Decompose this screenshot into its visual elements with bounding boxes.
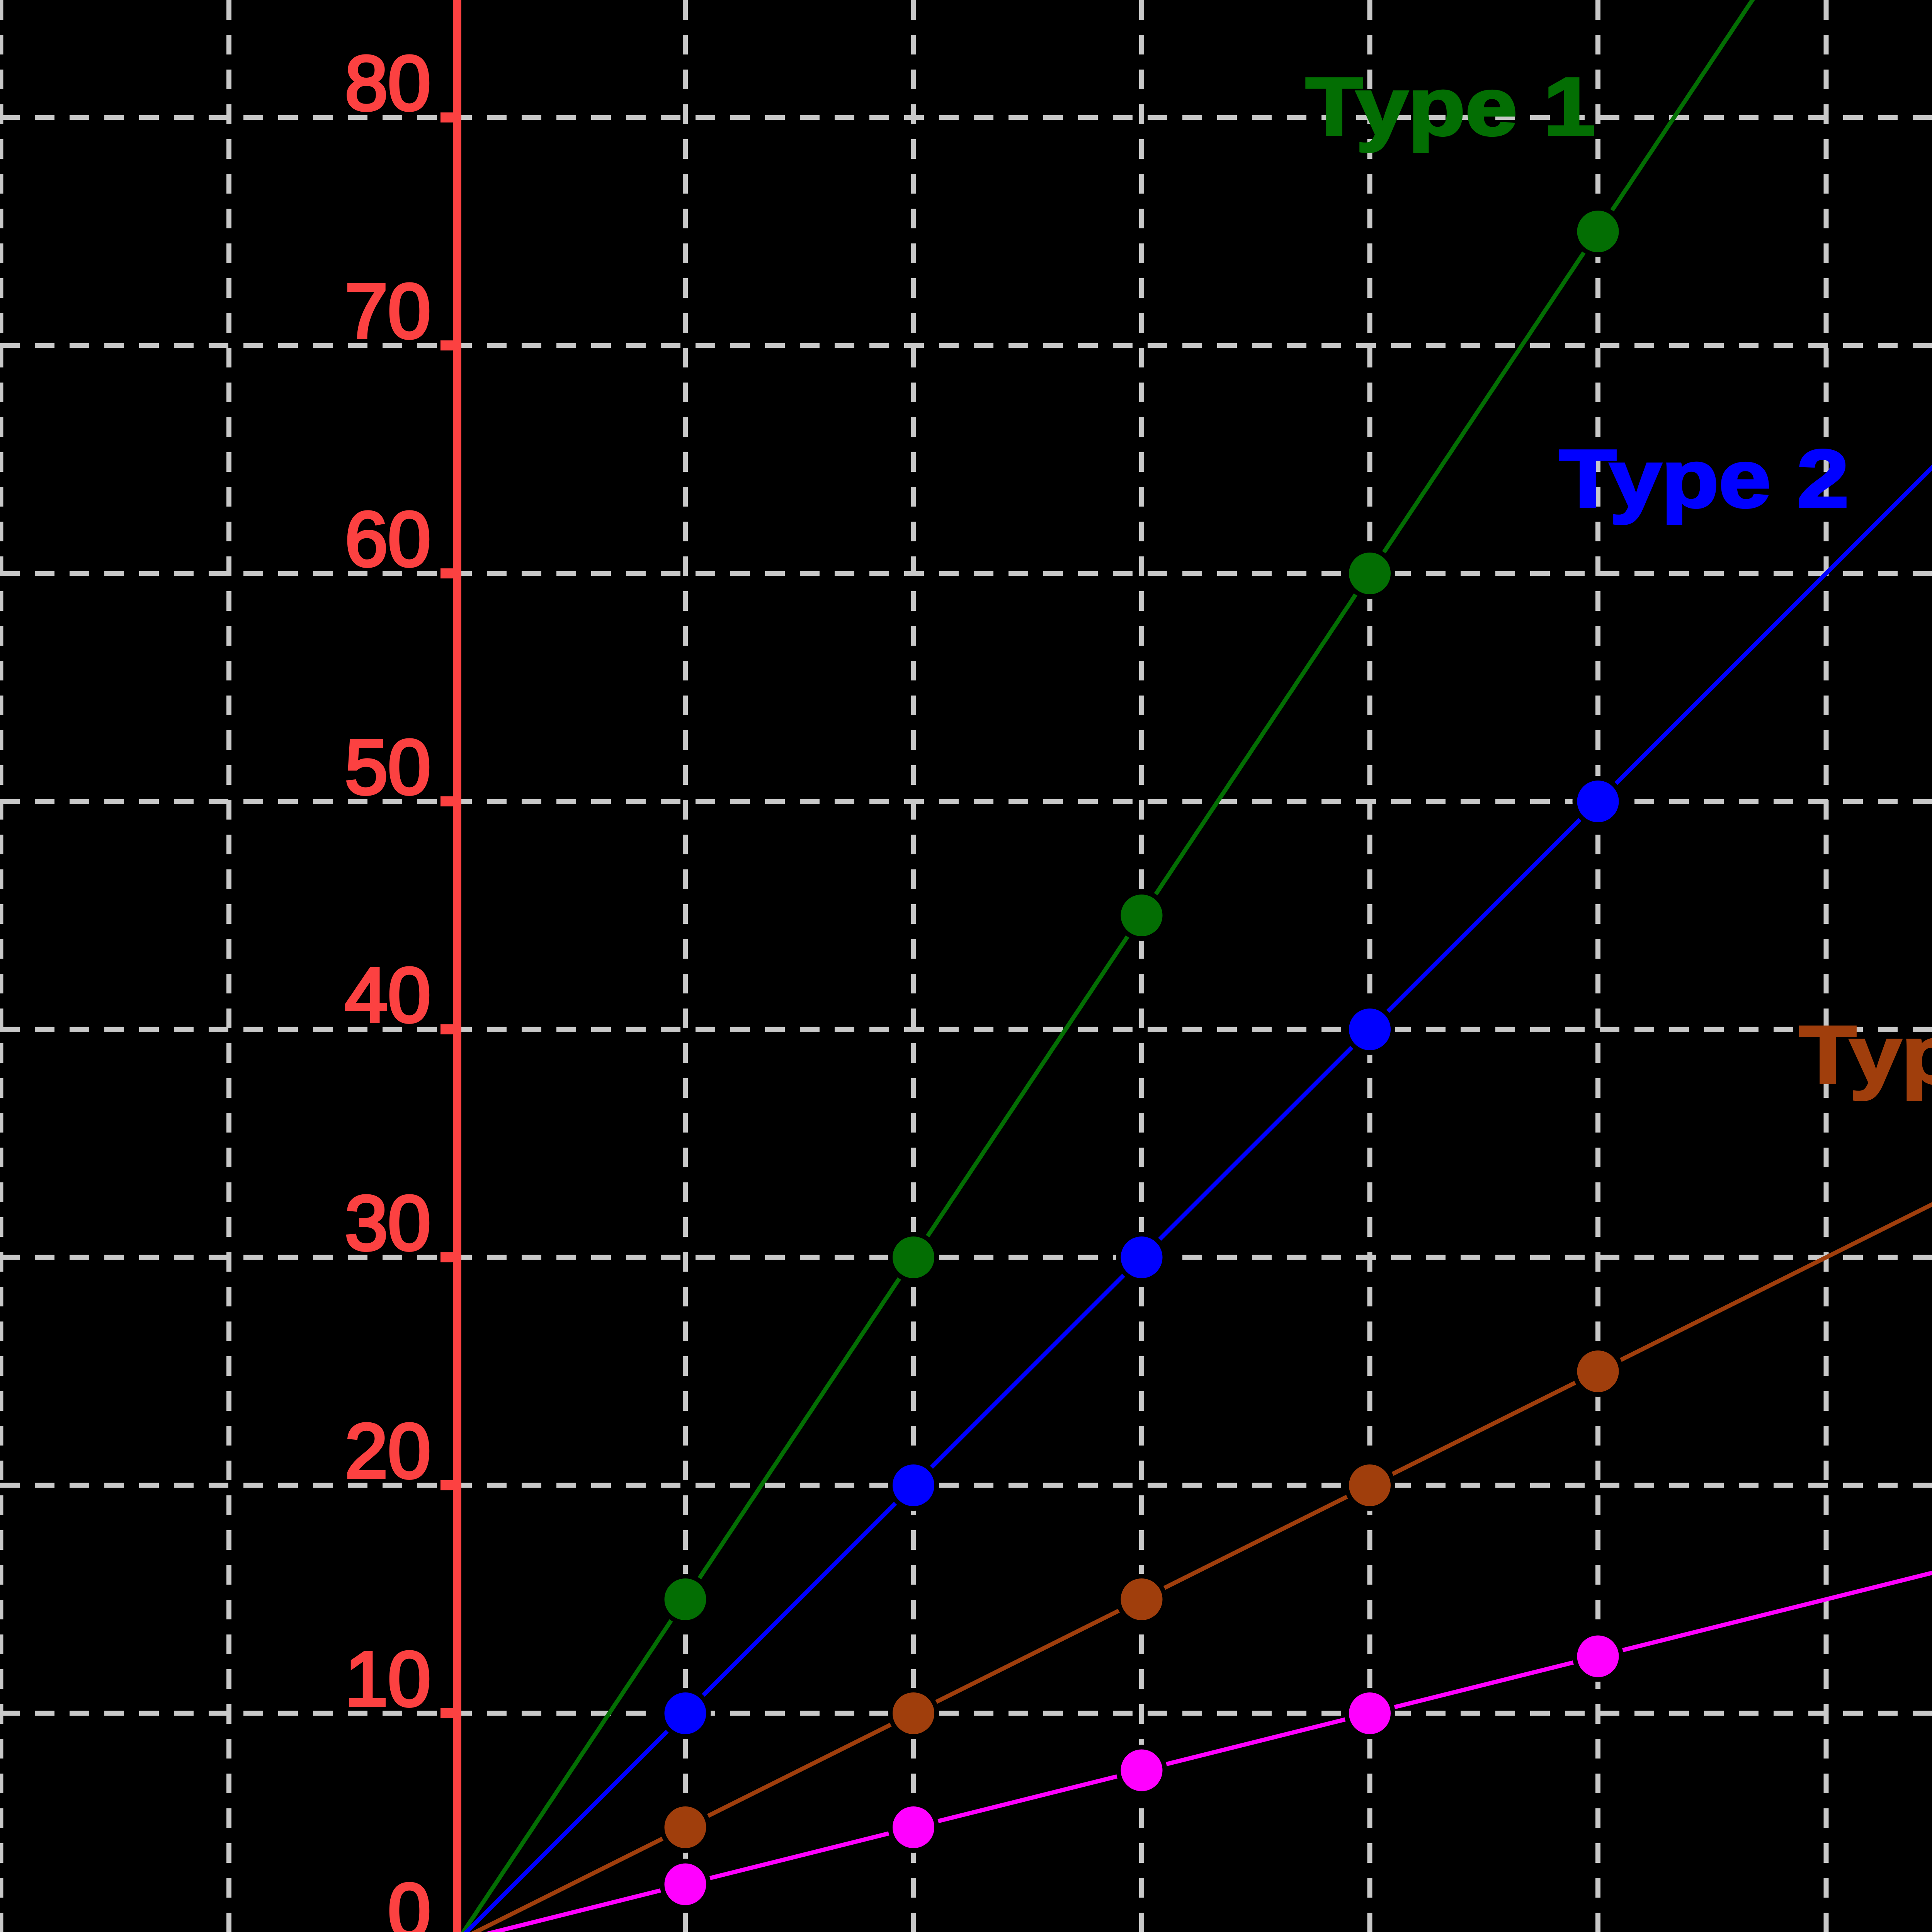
svg-text:50: 50 <box>345 724 431 810</box>
svg-text:Type 2: Type 2 <box>1559 433 1849 524</box>
svg-text:70: 70 <box>345 268 431 354</box>
svg-text:80: 80 <box>345 40 431 126</box>
svg-text:30: 30 <box>345 1180 431 1266</box>
svg-text:40: 40 <box>345 952 431 1038</box>
svg-text:60: 60 <box>345 496 431 582</box>
svg-text:0: 0 <box>388 1868 431 1932</box>
svg-text:20: 20 <box>345 1408 431 1494</box>
svg-text:Type 1: Type 1 <box>1306 61 1595 152</box>
svg-text:Type 3: Type 3 <box>1799 1009 1932 1100</box>
svg-text:10: 10 <box>345 1636 431 1722</box>
